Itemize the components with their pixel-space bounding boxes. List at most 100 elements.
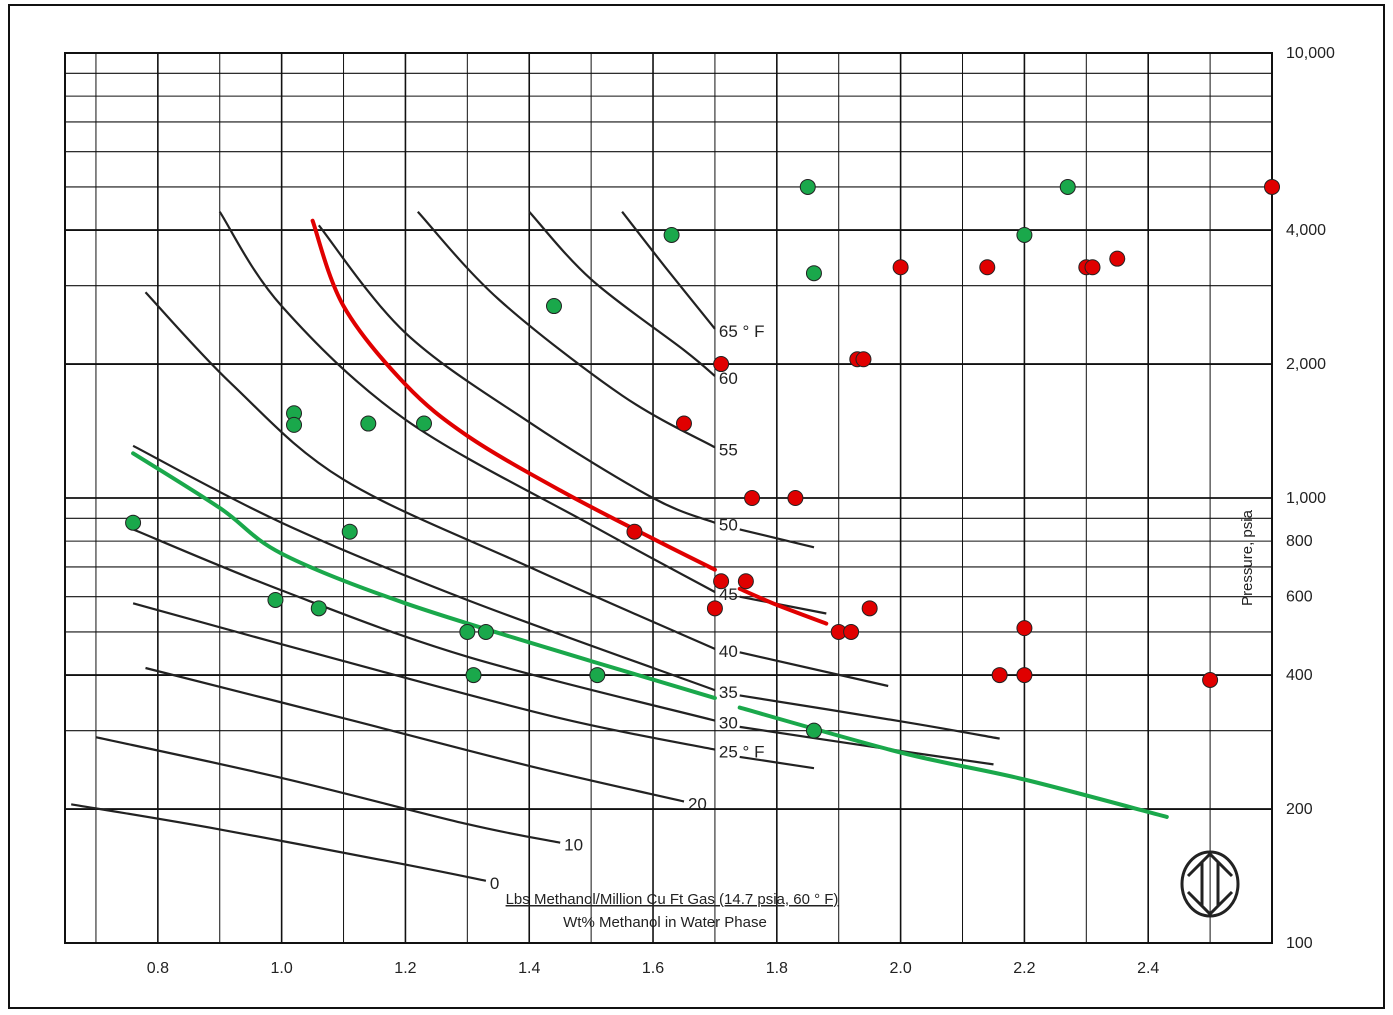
curve-label: 40: [719, 642, 738, 661]
y-tick-label: 2,000: [1286, 356, 1326, 373]
x-tick-label: 0.8: [147, 960, 169, 977]
curve-label: 25 ° F: [719, 743, 765, 762]
curve-label: 10: [564, 836, 583, 855]
data-point: [286, 416, 303, 433]
fit-line: [310, 218, 717, 572]
curve-label: 45: [719, 585, 738, 604]
hydrate-methanol-chart: 0.8 1.0 1.2 1.4 1.6 1.8 2.0 2.2 2.4 10,000 4,000 2…: [64, 45, 1335, 977]
curve-line: [739, 528, 815, 549]
y-tick-label: 600: [1286, 589, 1313, 606]
data-point: [1264, 178, 1280, 195]
data-point: [310, 600, 327, 617]
x-tick-label: 2.0: [889, 960, 911, 977]
x-tick-label: 1.8: [766, 960, 788, 977]
curve-line: [145, 666, 685, 803]
data-point: [125, 514, 142, 531]
y-axis-title: Pressure, psia: [1239, 509, 1256, 606]
data-point: [626, 523, 643, 540]
data-point: [589, 667, 606, 684]
curve-line: [71, 803, 487, 882]
data-point: [979, 259, 996, 276]
curve-line: [132, 444, 716, 692]
data-point: [737, 573, 754, 590]
y-tick-label: 800: [1286, 533, 1313, 550]
x-tick-label: 1.4: [518, 960, 540, 977]
data-point: [1084, 259, 1101, 276]
curve-line: [317, 224, 716, 524]
x-axis-subtitle: Wt% Methanol in Water Phase: [563, 914, 767, 931]
data-point: [991, 667, 1008, 684]
y-tick-label: 400: [1286, 667, 1313, 684]
data-point: [855, 351, 872, 368]
curve-line: [739, 694, 1000, 740]
data-point: [1016, 620, 1033, 637]
data-point: [799, 178, 816, 195]
curve-line: [132, 602, 716, 751]
data-point: [675, 415, 692, 432]
data-point: [805, 722, 822, 739]
data-point: [713, 356, 730, 373]
curve-label: 35: [719, 683, 738, 702]
fit-line: [131, 451, 717, 701]
fit-lines: [131, 218, 1169, 819]
curve-label: 0: [490, 874, 499, 893]
data-point: [360, 415, 377, 432]
curve-label: 50: [719, 516, 738, 535]
x-tick-labels: 0.8 1.0 1.2 1.4 1.6 1.8 2.0 2.2 2.4: [147, 960, 1160, 977]
curve-label: 30: [719, 714, 738, 733]
x-tick-label: 2.4: [1137, 960, 1159, 977]
y-tick-labels: 10,000 4,000 2,000 1,000 800 600 400 200 100: [1286, 45, 1335, 952]
x-axis-title: Lbs Methanol/Million Cu Ft Gas (14.7 psi…: [506, 891, 839, 908]
curve-line: [621, 211, 716, 330]
data-point: [843, 623, 860, 640]
data-point: [416, 415, 433, 432]
data-point: [713, 573, 730, 590]
curve-labels: 0 10 20 25 ° F 30 35 40 45 50 55 60 65 ° F: [490, 322, 765, 893]
curve-line: [218, 211, 716, 593]
data-point: [706, 600, 723, 617]
data-point: [459, 623, 476, 640]
data-point: [465, 667, 482, 684]
x-tick-label: 1.6: [642, 960, 664, 977]
curve-line: [739, 651, 889, 688]
x-tick-label: 1.2: [394, 960, 416, 977]
curve-line: [416, 210, 716, 449]
data-point: [805, 265, 822, 282]
data-point: [744, 490, 761, 506]
curve-label: 20: [688, 794, 707, 813]
curve-line: [144, 291, 716, 650]
curve-label: 55: [719, 440, 738, 459]
y-tick-label: 4,000: [1286, 222, 1326, 239]
y-tick-label: 100: [1286, 935, 1313, 952]
data-point: [1202, 671, 1219, 688]
data-point: [1109, 250, 1126, 267]
x-tick-label: 2.2: [1013, 960, 1035, 977]
data-point: [861, 600, 878, 617]
y-tick-label: 1,000: [1286, 490, 1326, 507]
grid: [65, 53, 1272, 943]
curve-line: [739, 595, 827, 615]
curve-label: 65 ° F: [719, 322, 765, 341]
data-point: [267, 591, 284, 608]
fit-line: [737, 586, 829, 626]
data-points: [125, 178, 1280, 739]
data-point: [341, 523, 358, 540]
data-point: [545, 298, 562, 315]
gpsa-logo: [1180, 850, 1240, 918]
curve-line: [132, 528, 716, 722]
curve-line: [739, 755, 815, 770]
x-tick-label: 1.0: [271, 960, 293, 977]
data-point: [663, 226, 680, 243]
curve-label: 60: [719, 369, 738, 388]
curve-line: [528, 210, 716, 377]
data-point: [477, 623, 494, 640]
y-tick-label: 10,000: [1286, 45, 1335, 62]
data-point: [1016, 226, 1033, 243]
y-tick-label: 200: [1286, 801, 1313, 818]
data-point: [892, 259, 909, 276]
curve-line: [95, 736, 561, 844]
data-point: [1016, 667, 1033, 684]
data-point: [787, 490, 804, 506]
chart-frame: 0.8 1.0 1.2 1.4 1.6 1.8 2.0 2.2 2.4 10,000 4,000 2…: [8, 4, 1385, 1009]
data-point: [1059, 178, 1076, 195]
